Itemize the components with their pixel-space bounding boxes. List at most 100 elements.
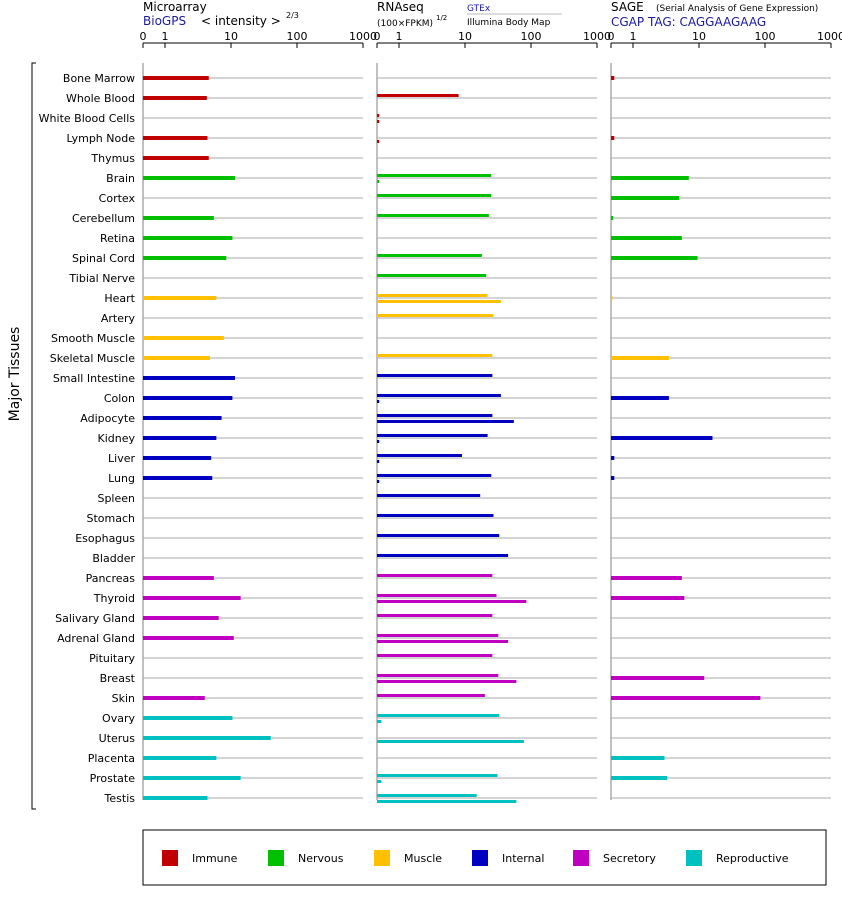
bar <box>143 436 217 440</box>
bar <box>611 356 669 360</box>
bar <box>143 736 271 740</box>
bar <box>611 676 705 680</box>
bar <box>377 654 493 657</box>
panel-scale-exp: 1/2 <box>436 14 447 22</box>
panel-subtitle: CGAP TAG: CAGGAAGAAG <box>611 15 766 29</box>
tissue-label: Testis <box>104 792 136 805</box>
bar <box>377 414 493 417</box>
tick-label: 0 <box>140 30 147 43</box>
bar <box>377 180 380 183</box>
legend-label: Secretory <box>603 852 656 865</box>
bar <box>377 574 493 577</box>
panel-rnaseq: RNAseq (100×FPKM)1/2 GTEx Illumina Body Map… <box>374 0 611 803</box>
tissue-label: Prostate <box>90 772 136 785</box>
tissue-label: Kidney <box>97 432 135 445</box>
legend-label: Reproductive <box>716 852 789 865</box>
tick-label: 10 <box>692 30 706 43</box>
bar <box>377 480 380 483</box>
bar <box>377 400 380 403</box>
bar <box>611 396 669 400</box>
bar <box>611 76 615 80</box>
tick-label: 1000 <box>349 30 377 43</box>
bar <box>143 636 234 640</box>
legend-label: Immune <box>192 852 238 865</box>
tissue-label: Adrenal Gland <box>57 632 135 645</box>
tissue-label: Pituitary <box>89 652 135 665</box>
bar <box>377 514 494 517</box>
tissue-label: Cortex <box>99 192 136 205</box>
tissue-label: Colon <box>104 392 135 405</box>
tissue-label: Esophagus <box>75 532 135 545</box>
tissue-label: Skin <box>112 692 135 705</box>
tissue-label: Ovary <box>102 712 135 725</box>
legend-swatch <box>686 850 702 866</box>
bar <box>377 740 524 743</box>
bar <box>143 136 208 140</box>
tissue-label: Bone Marrow <box>63 72 135 85</box>
bar <box>377 94 459 97</box>
bar <box>143 236 233 240</box>
bar <box>377 794 477 797</box>
bar <box>143 76 209 80</box>
bar <box>377 680 517 683</box>
bar <box>143 416 222 420</box>
tick-label: 100 <box>521 30 542 43</box>
bar <box>377 474 492 477</box>
bar <box>377 434 488 437</box>
bar <box>377 174 492 177</box>
tissue-label: Placenta <box>88 752 135 765</box>
bar <box>143 356 210 360</box>
bar <box>377 454 462 457</box>
bar <box>143 296 217 300</box>
bar <box>143 476 213 480</box>
bar <box>377 674 499 677</box>
bar <box>611 756 665 760</box>
tissue-label: Uterus <box>99 732 136 745</box>
bar <box>377 720 382 723</box>
tissue-label: Tibial Nerve <box>68 272 135 285</box>
bar <box>143 456 212 460</box>
panel-title: Microarray <box>143 0 207 14</box>
tissue-label: Liver <box>108 452 135 465</box>
bar <box>377 694 485 697</box>
tissue-label: Whole Blood <box>66 92 135 105</box>
bar <box>143 756 217 760</box>
bar <box>143 176 236 180</box>
bar <box>377 214 489 217</box>
bar <box>377 494 481 497</box>
bar <box>611 576 682 580</box>
tissue-label: Thyroid <box>93 592 135 605</box>
bar <box>611 176 689 180</box>
panel-subtitle: GTEx <box>467 4 491 14</box>
bar <box>377 440 380 443</box>
bar <box>377 800 517 803</box>
bar <box>143 256 227 260</box>
bar <box>143 716 233 720</box>
bar <box>377 300 501 303</box>
tissue-label: Pancreas <box>86 572 136 585</box>
bar <box>143 156 209 160</box>
bar <box>377 600 527 603</box>
bar <box>377 640 509 643</box>
tick-label: 1000 <box>817 30 842 43</box>
bar <box>143 396 233 400</box>
bar <box>611 456 615 460</box>
panel-title: RNAseq <box>377 0 424 14</box>
tissue-label: Smooth Muscle <box>51 332 135 345</box>
bar <box>143 596 241 600</box>
bar <box>377 634 499 637</box>
tick-label: 100 <box>287 30 308 43</box>
tick-label: 10 <box>458 30 472 43</box>
panel-subtitle-2: Illumina Body Map <box>467 18 551 28</box>
panel-subtitle: BioGPS <box>143 14 186 28</box>
tissue-label: Skeletal Muscle <box>50 352 135 365</box>
tissue-label: Bladder <box>92 552 135 565</box>
bar <box>377 194 492 197</box>
legend-label: Muscle <box>404 852 442 865</box>
bar <box>611 436 713 440</box>
tissue-label: Artery <box>101 312 136 325</box>
tissue-label: Thymus <box>90 152 135 165</box>
bar <box>377 460 380 463</box>
